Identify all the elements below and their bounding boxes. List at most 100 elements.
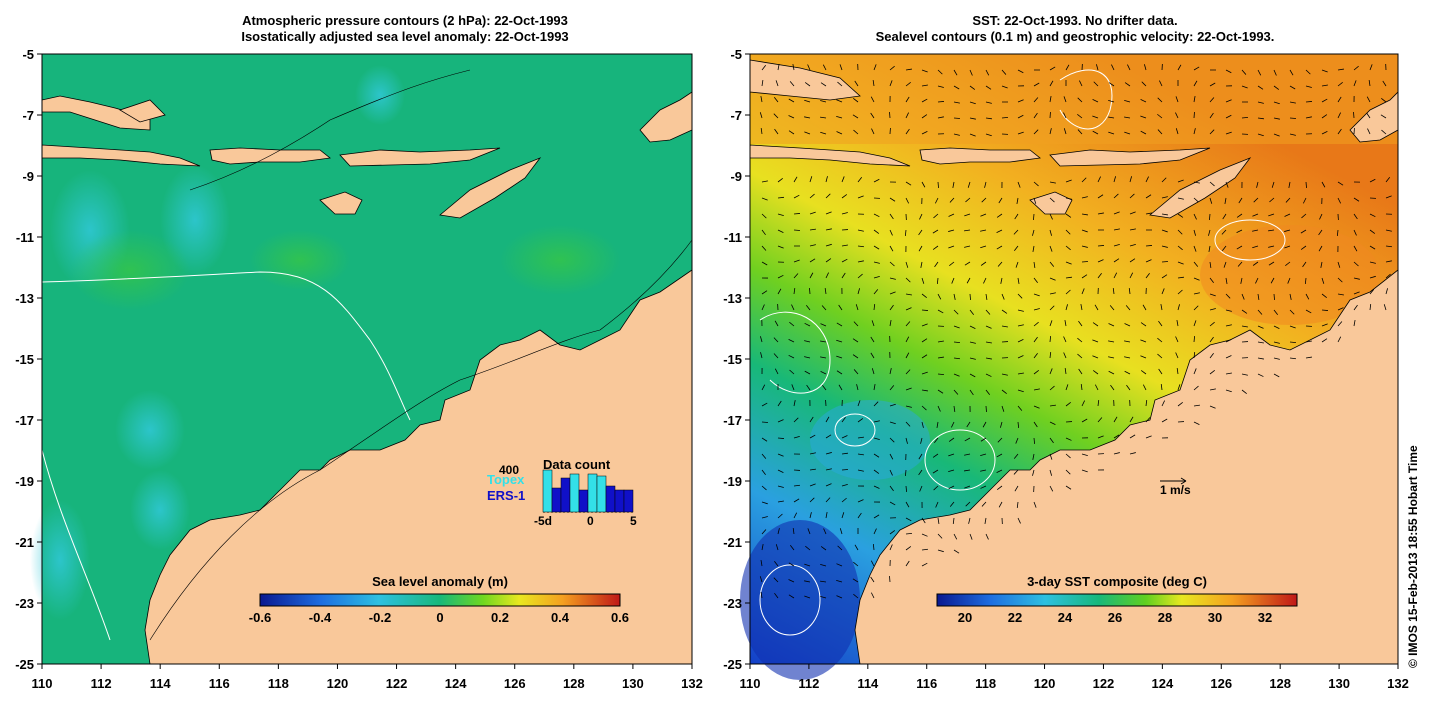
velocity-arrow xyxy=(1300,229,1307,234)
velocity-arrow xyxy=(953,133,960,136)
velocity-arrow xyxy=(1065,384,1069,391)
velocity-arrow xyxy=(854,80,859,87)
velocity-arrow xyxy=(836,595,843,599)
x-tick-label: 110 xyxy=(32,676,53,691)
australia-land xyxy=(854,269,1399,665)
velocity-arrow xyxy=(1236,213,1243,218)
velocity-arrow xyxy=(932,229,939,234)
velocity-arrow xyxy=(761,180,768,183)
velocity-arrow xyxy=(809,228,816,231)
velocity-arrow xyxy=(777,500,784,503)
velocity-arrow xyxy=(921,277,925,284)
velocity-arrow xyxy=(1209,82,1216,87)
velocity-arrow xyxy=(1049,385,1055,391)
velocity-arrow xyxy=(932,453,939,458)
velocity-arrow xyxy=(953,357,961,360)
velocity-arrow xyxy=(791,304,795,311)
velocity-arrow xyxy=(820,595,827,599)
velocity-arrow xyxy=(825,434,832,439)
sealevel-contour xyxy=(759,564,821,636)
velocity-arrow xyxy=(1273,357,1280,360)
velocity-arrow xyxy=(1353,261,1359,267)
velocity-arrow xyxy=(921,130,928,135)
x-tick-label: 116 xyxy=(209,676,230,691)
velocity-arrow xyxy=(932,469,939,474)
velocity-arrow xyxy=(825,176,828,183)
velocity-arrow xyxy=(1193,277,1200,281)
velocity-arrow xyxy=(1241,117,1249,119)
velocity-arrow xyxy=(1176,320,1179,327)
velocity-arrow xyxy=(1209,405,1216,409)
velocity-arrow xyxy=(889,453,894,460)
velocity-arrow xyxy=(1256,181,1259,188)
velocity-arrow xyxy=(760,96,763,103)
velocity-arrow xyxy=(852,338,859,343)
velocity-arrow xyxy=(889,291,896,295)
velocity-arrow xyxy=(937,101,945,103)
velocity-arrow xyxy=(1209,181,1215,187)
velocity-arrow xyxy=(1108,323,1115,327)
velocity-arrow xyxy=(1065,197,1072,200)
velocity-arrow xyxy=(759,112,763,119)
velocity-arrow xyxy=(836,99,843,103)
velocity-arrow xyxy=(1177,304,1180,311)
velocity-arrow xyxy=(969,309,975,315)
velocity-arrow xyxy=(921,309,929,311)
velocity-arrow xyxy=(905,321,911,327)
velocity-arrow xyxy=(793,176,798,183)
velocity-arrow xyxy=(920,437,923,444)
velocity-arrow xyxy=(853,129,859,135)
velocity-arrow xyxy=(1092,130,1099,135)
velocity-arrow xyxy=(822,384,827,391)
velocity-arrow xyxy=(809,287,811,295)
velocity-arrow xyxy=(793,194,800,199)
island xyxy=(119,99,166,123)
velocity-arrow xyxy=(1081,196,1088,199)
velocity-arrow xyxy=(872,543,875,551)
velocity-arrow xyxy=(761,453,767,459)
velocity-arrow xyxy=(1257,357,1264,360)
velocity-arrow xyxy=(1094,384,1099,391)
data-count-chart xyxy=(542,469,634,513)
velocity-arrow xyxy=(982,421,987,428)
ers1-bar xyxy=(551,487,562,513)
velocity-arrow xyxy=(905,112,909,119)
lesser-sunda-island xyxy=(749,144,911,167)
velocity-arrow xyxy=(1241,373,1248,376)
velocity-arrow xyxy=(1113,244,1120,247)
velocity-arrow xyxy=(980,245,987,249)
velocity-arrow xyxy=(921,533,928,537)
velocity-arrow xyxy=(980,485,987,489)
sumba-island xyxy=(1029,191,1073,215)
velocity-arrow xyxy=(1337,321,1343,327)
velocity-arrow xyxy=(791,384,795,391)
sst-colorbar-label: 3-day SST composite (deg C) xyxy=(1027,574,1207,589)
velocity-arrow xyxy=(777,400,782,407)
left-anomaly-blob xyxy=(115,390,185,470)
velocity-arrow xyxy=(1225,372,1232,375)
velocity-arrow xyxy=(1141,81,1147,87)
velocity-arrow xyxy=(820,546,827,551)
pressure-contour xyxy=(41,449,111,641)
velocity-arrow xyxy=(1385,177,1391,183)
sst-warm-band xyxy=(750,54,1398,144)
velocity-arrow xyxy=(985,389,991,395)
sla-colorbar-label: Sea level anomaly (m) xyxy=(372,574,508,589)
velocity-arrow xyxy=(921,517,926,524)
velocity-arrow xyxy=(1124,370,1131,375)
velocity-arrow xyxy=(1013,469,1019,475)
velocity-arrow xyxy=(1145,212,1152,215)
velocity-arrow xyxy=(965,501,971,507)
velocity-arrow xyxy=(857,469,864,472)
velocity-arrow xyxy=(1033,336,1038,343)
velocity-arrow xyxy=(1321,114,1328,119)
velocity-arrow xyxy=(854,544,859,551)
velocity-arrow xyxy=(921,323,928,327)
velocity-arrow xyxy=(1129,416,1134,423)
velocity-arrow xyxy=(980,453,987,456)
velocity-arrow xyxy=(1241,309,1248,314)
velocity-arrow xyxy=(825,272,829,279)
velocity-arrow xyxy=(1049,277,1056,281)
velocity-arrow xyxy=(793,259,800,263)
velocity-arrow xyxy=(1367,128,1371,135)
